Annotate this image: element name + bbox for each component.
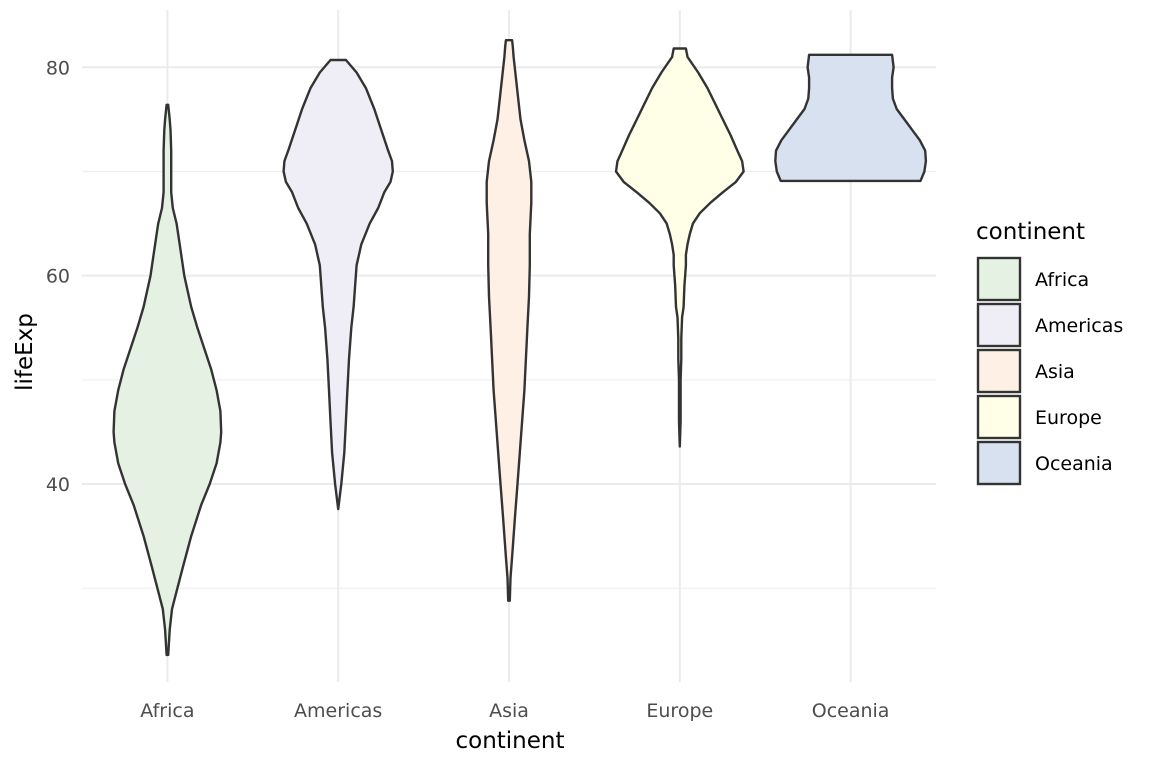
- x-axis-title: continent: [455, 728, 564, 754]
- x-tick-label-asia: Asia: [489, 700, 529, 722]
- legend-label-europe: Europe: [1035, 407, 1102, 429]
- x-tick-label-africa: Africa: [140, 700, 194, 722]
- x-tick-label-oceania: Oceania: [812, 700, 890, 722]
- x-tick-label-americas: Americas: [294, 700, 382, 722]
- legend-label-americas: Americas: [1035, 315, 1123, 337]
- legend-key-europe: [976, 394, 1022, 440]
- legend-title: continent: [976, 219, 1085, 245]
- legend-key-asia: [976, 348, 1022, 394]
- y-tick-labels: 40 60 80: [46, 57, 70, 496]
- violin-asia: [485, 39, 533, 602]
- legend-label-oceania: Oceania: [1035, 453, 1113, 475]
- y-tick-label-80: 80: [46, 57, 70, 79]
- legend-items: Africa Americas Asia Europe Oceania: [976, 256, 1123, 486]
- y-tick-label-40: 40: [46, 474, 70, 496]
- legend-key-oceania: [976, 440, 1022, 486]
- legend-key-americas: [976, 302, 1022, 348]
- violin-africa: [112, 103, 223, 657]
- legend-label-africa: Africa: [1035, 269, 1089, 291]
- x-tick-label-europe: Europe: [646, 700, 713, 722]
- legend: continent Africa Americas Asia Europe Oceani…: [976, 219, 1123, 486]
- violin-oceania: [774, 53, 928, 183]
- violins: [112, 39, 928, 657]
- legend-label-asia: Asia: [1035, 361, 1075, 383]
- x-tick-labels: Africa Americas Asia Europe Oceania: [140, 700, 889, 722]
- legend-key-africa: [976, 256, 1022, 302]
- violin-americas: [282, 58, 394, 511]
- violin-europe: [614, 47, 745, 448]
- y-axis-title: lifeExp: [12, 313, 38, 391]
- y-tick-label-60: 60: [46, 266, 70, 288]
